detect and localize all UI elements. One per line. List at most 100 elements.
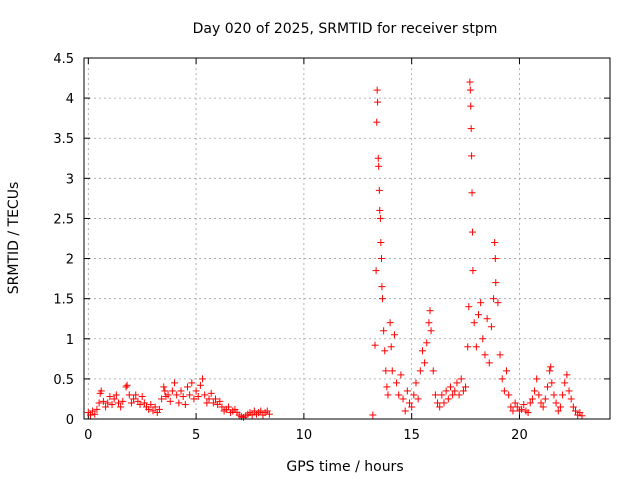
plot-frame [83,57,611,420]
data-point [503,367,511,375]
data-point [481,351,489,359]
data-point [505,391,513,399]
data-point [151,403,159,411]
data-point [436,403,444,411]
data-point [375,162,383,170]
data-point [108,401,116,409]
data-point [248,411,256,419]
data-point [479,335,487,343]
data-point [455,391,463,399]
data-point [440,399,448,407]
data-point [468,228,476,236]
data-point [376,206,384,214]
data-point [431,391,439,399]
data-point [375,186,383,194]
data-point [380,327,388,335]
data-point [500,387,508,395]
data-point [434,399,442,407]
data-point [373,118,381,126]
x-tick-label: 20 [511,428,528,443]
data-point [520,401,528,409]
y-tick-label: 1.5 [53,293,74,308]
data-point [125,391,133,399]
data-points [84,78,586,421]
y-tick-label: 3.5 [53,132,74,147]
x-tick-label: 10 [296,428,313,443]
data-point [468,189,476,197]
data-point [470,319,478,327]
data-point [446,383,454,391]
data-point [102,403,110,411]
data-point [526,399,534,407]
data-point [442,387,450,395]
data-point [181,401,189,409]
data-point [550,391,558,399]
data-point [104,399,112,407]
data-point [93,405,101,413]
axis-ticks: 0 0.5 1 1.5 2 2.5 3 3.5 4 4.5 0 5 10 15 20 [53,52,610,443]
data-point [149,407,157,415]
data-point [376,214,384,222]
data-point [565,387,573,395]
data-point [188,379,196,387]
data-point [164,391,172,399]
data-point [539,403,547,411]
data-point [145,405,153,413]
data-point [518,405,526,413]
y-tick-label: 2.5 [53,212,74,227]
data-point [123,381,131,389]
y-tick-label: 1 [66,333,74,348]
data-point [462,383,470,391]
data-point [554,407,562,415]
data-point [490,295,498,303]
data-point [485,359,493,367]
data-point [438,391,446,399]
data-point [531,387,539,395]
y-tick-label: 4.5 [53,52,74,67]
data-point [423,339,431,347]
data-point [528,395,536,403]
data-point [207,389,215,397]
data-point [449,391,457,399]
data-point [507,403,515,411]
data-point [561,379,569,387]
data-point [487,323,495,331]
data-point [494,299,502,307]
data-point [173,391,181,399]
data-point [158,395,166,403]
data-point [199,375,207,383]
data-point [112,391,120,399]
data-point [155,405,163,413]
y-tick-label: 0 [66,413,74,428]
x-axis-label: GPS time / hours [286,459,403,475]
data-point [511,399,519,407]
data-point [147,401,155,409]
data-point [563,371,571,379]
data-point [416,367,424,375]
data-point [373,86,381,94]
x-tick-label: 0 [84,428,92,443]
data-point [161,387,169,395]
x-tick-label: 5 [192,428,200,443]
data-point [91,410,99,418]
data-point [175,399,183,407]
data-point [374,154,382,162]
data-point [426,307,434,315]
data-point [374,98,382,106]
data-point [372,267,380,275]
data-point [421,359,429,367]
data-point [464,343,472,351]
data-point [390,331,398,339]
data-point [414,395,422,403]
data-point [572,407,580,415]
x-tick-label: 15 [403,428,420,443]
data-point [537,399,545,407]
data-point [186,391,194,399]
data-point [122,383,130,391]
data-point [498,375,506,383]
data-point [369,411,377,419]
data-point [386,319,394,327]
data-point [395,391,403,399]
data-point [377,255,385,263]
